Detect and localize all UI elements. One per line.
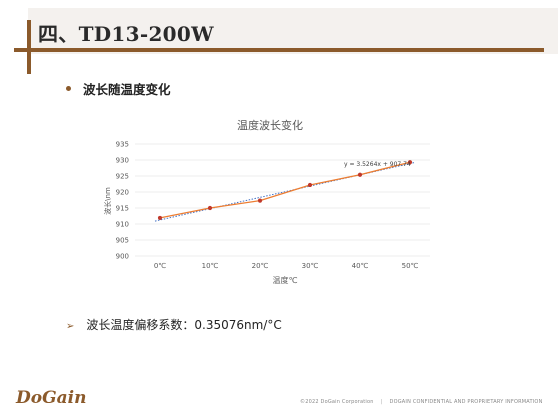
trendline-equation: y = 3.5264x + 907.74 bbox=[344, 161, 411, 168]
x-tick-label: 30℃ bbox=[302, 262, 319, 270]
bullet-dot-icon bbox=[66, 86, 71, 91]
y-axis-label: 波长\nm bbox=[103, 187, 112, 215]
bullet-text: 波长随温度变化 bbox=[83, 82, 171, 97]
coefficient-text: 波长温度偏移系数：0.35076nm/°C bbox=[86, 318, 282, 332]
data-point bbox=[257, 198, 263, 203]
y-tick-label: 900 bbox=[116, 253, 129, 261]
data-point bbox=[407, 160, 413, 165]
series-layer bbox=[157, 160, 413, 221]
y-tick-label: 925 bbox=[116, 173, 129, 181]
title-accent-vertical bbox=[27, 20, 31, 74]
y-tick-label: 935 bbox=[116, 141, 129, 149]
x-tick-label: 20℃ bbox=[252, 262, 269, 270]
y-tick-label: 915 bbox=[116, 205, 129, 213]
title-bar bbox=[28, 8, 558, 54]
y-tick-label: 910 bbox=[116, 221, 129, 229]
x-tick-label: 40℃ bbox=[352, 262, 369, 270]
data-point bbox=[207, 205, 213, 211]
bullet-item: 波长随温度变化 bbox=[66, 79, 171, 98]
x-tick-label: 0℃ bbox=[154, 262, 166, 270]
series-line bbox=[159, 161, 411, 219]
footer-separator: | bbox=[380, 399, 383, 405]
y-tick-label: 905 bbox=[116, 237, 129, 245]
x-axis-label: 温度℃ bbox=[273, 275, 298, 285]
arrow-bullet-icon: ➢ bbox=[66, 321, 75, 332]
data-point bbox=[157, 215, 163, 221]
y-axis-ticks: 900 905 910 915 920 925 930 935 bbox=[116, 141, 129, 261]
company-logo: DoGain bbox=[16, 388, 87, 408]
y-tick-label: 930 bbox=[116, 157, 129, 165]
x-axis-ticks: 0℃ 10℃ 20℃ 30℃ 40℃ 50℃ bbox=[154, 262, 419, 270]
footer-text: ©2022 DoGain Corporation | DOGAIN CONFIDEN… bbox=[300, 399, 542, 405]
data-point bbox=[307, 182, 313, 188]
x-tick-label: 50℃ bbox=[402, 262, 419, 270]
copyright-text: ©2022 DoGain Corporation bbox=[300, 399, 374, 405]
title-accent-horizontal bbox=[14, 48, 544, 52]
sub-bullet-item: ➢ 波长温度偏移系数：0.35076nm/°C bbox=[66, 316, 282, 333]
y-tick-label: 920 bbox=[116, 189, 129, 197]
chart-title: 温度波长变化 bbox=[237, 118, 303, 132]
x-tick-label: 10℃ bbox=[202, 262, 219, 270]
confidential-text: DOGAIN CONFIDENTIAL AND PROPRIETARY INFO… bbox=[389, 399, 543, 405]
slide-title: 四、TD13-200W bbox=[38, 22, 214, 46]
wavelength-temperature-chart: 温度波长变化 900 905 910 915 920 925 930 935 0℃ 10℃ 20℃… bbox=[103, 118, 430, 285]
chart-gridlines bbox=[135, 143, 430, 257]
data-point bbox=[357, 172, 363, 177]
